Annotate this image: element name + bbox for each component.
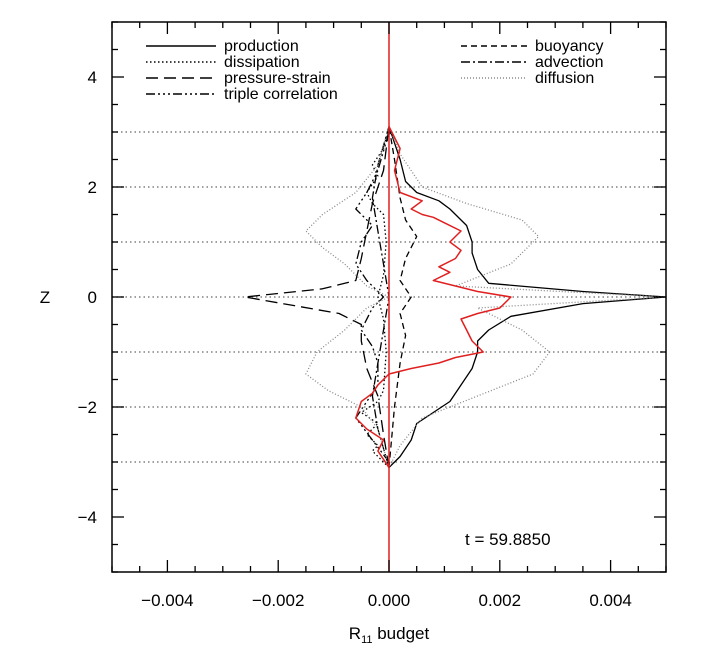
series-red-profile xyxy=(355,126,512,468)
series-triple-correlation xyxy=(355,131,390,463)
x-tick-label: 0.000 xyxy=(368,591,411,610)
legend-label-pressure-strain: pressure-strain xyxy=(224,70,331,87)
legend: productiondissipationpressure-straintrip… xyxy=(146,38,604,103)
series-diffusion xyxy=(305,125,667,468)
y-tick-labels: −4 −2 0 2 4 xyxy=(78,68,97,527)
x-tick-label: 0.004 xyxy=(589,591,632,610)
legend-label-diffusion: diffusion xyxy=(535,70,594,87)
y-tick-label: −4 xyxy=(78,508,97,527)
x-tick-label: −0.004 xyxy=(141,591,193,610)
axis-ticks xyxy=(111,21,667,573)
y-tick-label: −2 xyxy=(78,398,97,417)
legend-label-advection: advection xyxy=(535,54,604,71)
x-tick-label: 0.002 xyxy=(479,591,522,610)
series-buoyancy xyxy=(388,126,418,468)
time-annotation: t = 59.8850 xyxy=(465,530,551,549)
y-tick-label: 4 xyxy=(88,68,97,87)
y-axis-label: Z xyxy=(40,288,50,307)
series-production xyxy=(388,126,667,468)
y-tick-label: 0 xyxy=(88,288,97,307)
series-layer xyxy=(244,125,667,468)
x-axis-label: R11 budget xyxy=(349,624,430,646)
x-tick-label: −0.002 xyxy=(252,591,304,610)
legend-label-triple-correlation: triple correlation xyxy=(224,86,338,103)
legend-label-dissipation: dissipation xyxy=(224,54,300,71)
legend-label-buoyancy: buoyancy xyxy=(535,38,604,55)
legend-label-production: production xyxy=(224,38,299,55)
series-pressure-strain xyxy=(244,126,390,468)
x-tick-labels: −0.004 −0.002 0.000 0.002 0.004 xyxy=(141,591,632,610)
y-tick-label: 2 xyxy=(88,178,97,197)
